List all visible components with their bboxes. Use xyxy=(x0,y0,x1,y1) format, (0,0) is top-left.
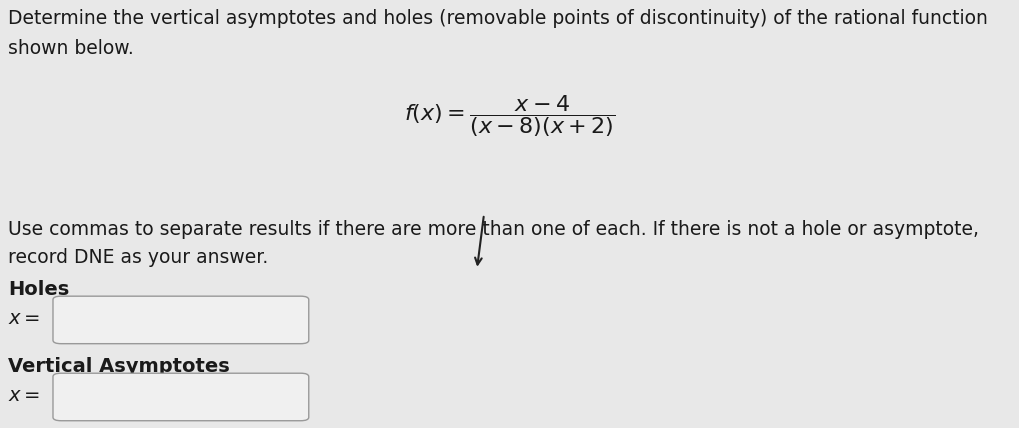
Text: $x =$: $x =$ xyxy=(8,310,41,328)
Text: $x =$: $x =$ xyxy=(8,387,41,405)
Text: Vertical Asymptotes: Vertical Asymptotes xyxy=(8,357,230,376)
FancyBboxPatch shape xyxy=(53,373,309,421)
Text: record DNE as your answer.: record DNE as your answer. xyxy=(8,248,268,267)
Text: Use commas to separate results if there are more than one of each. If there is n: Use commas to separate results if there … xyxy=(8,220,979,239)
Text: shown below.: shown below. xyxy=(8,39,133,58)
Text: $f(x) = \dfrac{x-4}{(x-8)(x+2)}$: $f(x) = \dfrac{x-4}{(x-8)(x+2)}$ xyxy=(404,92,615,139)
FancyBboxPatch shape xyxy=(53,296,309,344)
Text: Holes: Holes xyxy=(8,280,69,299)
Text: Determine the vertical asymptotes and holes (removable points of discontinuity) : Determine the vertical asymptotes and ho… xyxy=(8,9,988,28)
